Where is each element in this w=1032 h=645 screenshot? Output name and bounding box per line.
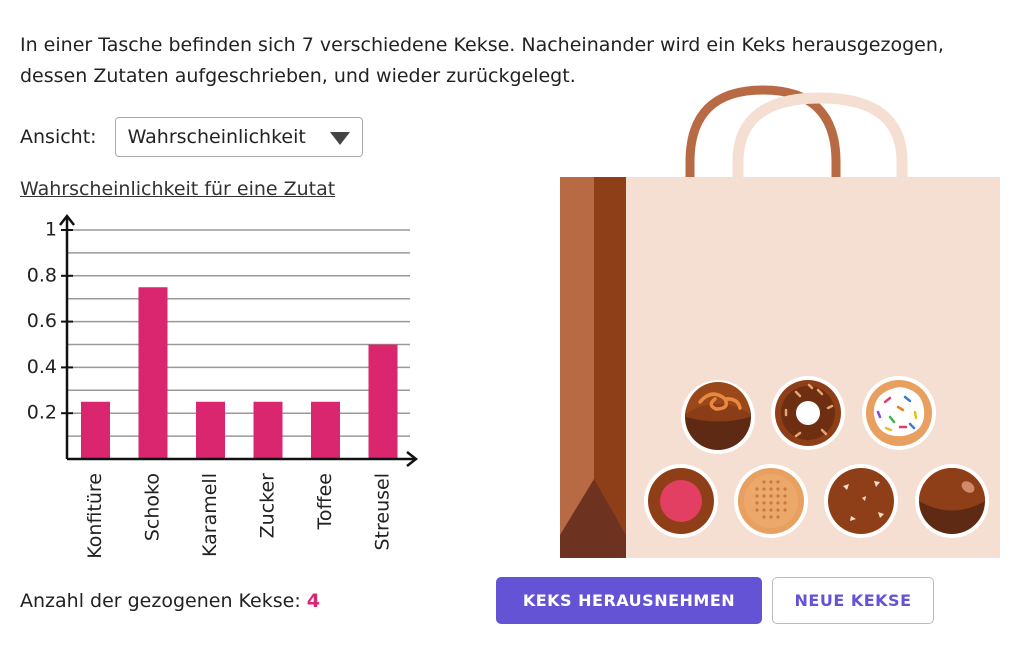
chocolate-ball-cookie-icon[interactable] (915, 464, 989, 538)
bag-handle-front (732, 92, 908, 177)
x-tick-label: Toffee (314, 473, 336, 530)
new-cookies-button[interactable]: NEUE KEKSE (772, 577, 934, 624)
sprinkle-donut-cookie-icon[interactable] (862, 376, 936, 450)
view-selector-row: Ansicht: Wahrscheinlichkeit (20, 116, 363, 158)
x-tick-label: Karamell (199, 473, 221, 557)
jam-filled-cookie-icon[interactable] (644, 464, 718, 538)
view-label: Ansicht: (20, 126, 97, 148)
cookie-bag (560, 85, 1000, 558)
bar-karamell (196, 401, 225, 459)
chart-title: Wahrscheinlichkeit für eine Zutat (20, 178, 336, 200)
view-select-value: Wahrscheinlichkeit (127, 126, 306, 148)
probability-bar-chart: Konfitüre Schoko Karamell Zucker Toffee Streu… (27, 213, 419, 559)
draw-cookie-button[interactable]: KEKS HERAUSNEHMEN (496, 577, 762, 624)
bag-side-fold (560, 479, 626, 558)
glazed-donut-cookie-icon[interactable] (771, 376, 845, 450)
task-description: In einer Tasche befinden sich 7 verschie… (20, 34, 944, 87)
y-tick-label: 0.2 (27, 402, 57, 424)
bar-zucker (253, 401, 283, 459)
draw-count-label: Anzahl der gezogenen Kekse: (20, 590, 301, 612)
y-tick-label: 0.8 (27, 264, 57, 286)
view-select[interactable]: Wahrscheinlichkeit (114, 117, 363, 157)
sugar-biscuit-cookie-icon[interactable] (734, 464, 808, 538)
x-axis-arrow (406, 451, 419, 467)
y-axis-arrow (59, 213, 75, 226)
chevron-down-icon (329, 132, 350, 145)
y-tick-label: 1 (45, 219, 57, 241)
bar-konfitüre (81, 401, 110, 459)
x-tick-label: Zucker (257, 473, 279, 539)
y-tick-label: 0.4 (27, 356, 57, 378)
y-tick-label: 0.6 (27, 310, 57, 332)
x-tick-label: Konfitüre (84, 473, 106, 559)
x-tick-label: Schoko (142, 473, 164, 541)
caramel-swirl-cookie-icon[interactable] (681, 380, 755, 454)
x-tick-label: Streusel (372, 473, 394, 551)
bag-handle-back (685, 85, 841, 177)
draw-count-value: 4 (306, 590, 320, 612)
draw-count: Anzahl der gezogenen Kekse: 4 (20, 590, 320, 612)
bar-streusel (368, 344, 398, 459)
toffee-chunk-cookie-icon[interactable] (824, 464, 898, 538)
bar-toffee (311, 401, 340, 459)
bar-schoko (138, 287, 168, 459)
